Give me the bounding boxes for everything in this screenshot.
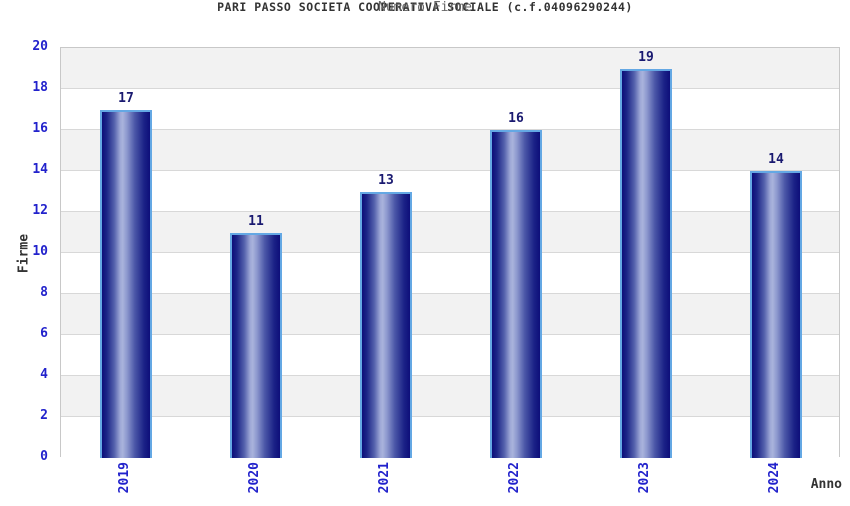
plot-band [61, 89, 839, 130]
grid-line [61, 129, 839, 130]
chart-title: PARI PASSO SOCIETA COOPERATIVA SOCIALE (… [217, 0, 633, 14]
chart-subtitle: Numero Firme [378, 0, 472, 15]
x-tick-label: 2021 [377, 462, 392, 494]
y-tick-label: 4 [40, 367, 48, 382]
bar-value-label: 13 [378, 172, 394, 188]
x-tick-label: 2024 [767, 462, 782, 494]
y-tick-label: 14 [32, 162, 48, 177]
y-tick-label: 10 [32, 244, 48, 259]
bar-2023 [620, 68, 672, 458]
y-tick-label: 8 [40, 285, 48, 300]
y-tick-label: 6 [40, 326, 48, 341]
bar-2019 [100, 109, 152, 458]
bar-2022 [490, 130, 542, 458]
bar-value-label: 16 [508, 111, 524, 126]
grid-line [61, 416, 839, 417]
grid-line [61, 211, 839, 212]
x-axis-title: Anno [810, 477, 842, 492]
grid-line [61, 170, 839, 171]
bar-value-label: 14 [768, 152, 784, 167]
x-tick-label: 2022 [507, 462, 522, 494]
bar-2024 [750, 171, 802, 458]
grid-line [61, 375, 839, 376]
plot-band [61, 376, 839, 417]
bar-value-label: 11 [248, 213, 264, 229]
grid-line [61, 334, 839, 335]
bar-2021 [360, 191, 412, 458]
plot-band [61, 253, 839, 294]
x-tick-label: 2019 [117, 462, 132, 494]
plot-band [61, 48, 839, 89]
plot-band [61, 294, 839, 335]
bar-value-label: 19 [638, 49, 654, 65]
plot-band [61, 417, 839, 458]
plot-band [61, 335, 839, 376]
grid-line [61, 88, 839, 89]
y-tick-label: 0 [40, 449, 48, 464]
bar-2020 [230, 232, 282, 458]
grid-line [61, 293, 839, 294]
y-tick-label: 18 [32, 80, 48, 95]
y-tick-label: 20 [32, 39, 48, 54]
plot-band [61, 212, 839, 253]
plot-area: 17 11 13 16 19 14 [60, 47, 840, 458]
plot-band [61, 130, 839, 171]
grid-line [61, 252, 839, 253]
plot-band [61, 171, 839, 212]
x-tick-label: 2023 [637, 462, 652, 494]
y-tick-label: 2 [40, 408, 48, 423]
bar-value-label: 17 [118, 90, 134, 106]
y-tick-label: 12 [32, 203, 48, 218]
y-tick-label: 16 [32, 121, 48, 136]
x-tick-label: 2020 [247, 462, 262, 494]
